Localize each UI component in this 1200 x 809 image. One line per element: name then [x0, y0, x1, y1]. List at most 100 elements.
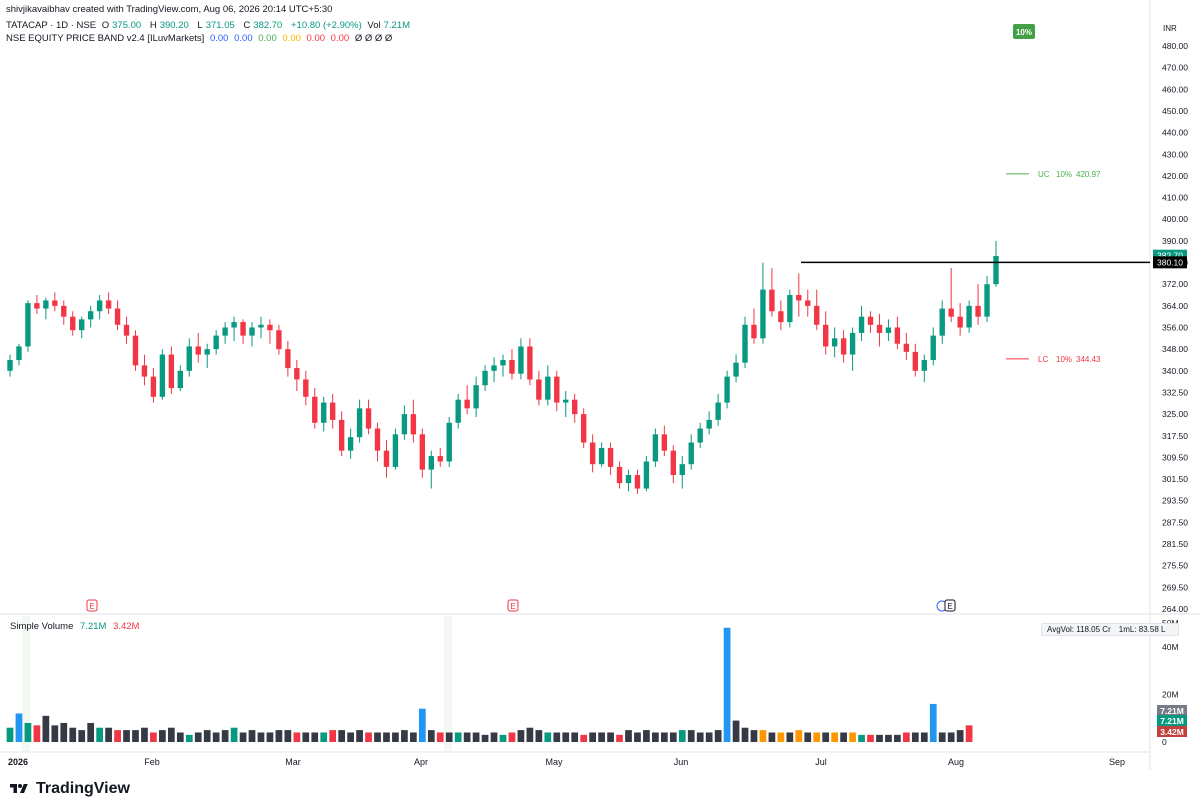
- volume-bar[interactable]: [553, 732, 561, 742]
- volume-bar[interactable]: [248, 730, 256, 742]
- candle-body[interactable]: [321, 402, 327, 423]
- candle-body[interactable]: [518, 346, 524, 374]
- candle-body[interactable]: [679, 464, 685, 476]
- candle-body[interactable]: [7, 359, 13, 371]
- volume-bar[interactable]: [840, 732, 847, 742]
- candle-body[interactable]: [572, 399, 578, 415]
- volume-bar[interactable]: [714, 730, 722, 742]
- volume-bar[interactable]: [750, 730, 758, 742]
- volume-bar[interactable]: [365, 732, 372, 742]
- volume-bar[interactable]: [338, 730, 346, 742]
- volume-bar[interactable]: [266, 732, 274, 742]
- candle-body[interactable]: [975, 305, 981, 317]
- candle-body[interactable]: [876, 324, 883, 333]
- candle-body[interactable]: [697, 428, 703, 443]
- volume-bar[interactable]: [741, 727, 749, 742]
- candle-body[interactable]: [643, 461, 650, 489]
- candle-body[interactable]: [634, 475, 641, 489]
- earnings-marker[interactable]: [86, 599, 98, 612]
- candle-body[interactable]: [939, 308, 945, 336]
- candle-body[interactable]: [966, 305, 972, 328]
- volume-bar[interactable]: [885, 734, 892, 742]
- candle-body[interactable]: [500, 359, 506, 366]
- candle-body[interactable]: [141, 365, 148, 377]
- volume-bar[interactable]: [203, 730, 211, 742]
- candle-body[interactable]: [670, 450, 676, 476]
- candle-body[interactable]: [374, 428, 381, 451]
- candle-body[interactable]: [177, 370, 183, 389]
- volume-bar[interactable]: [15, 713, 23, 742]
- candle-body[interactable]: [509, 359, 515, 374]
- volume-bar[interactable]: [831, 732, 839, 742]
- volume-bar[interactable]: [643, 730, 650, 742]
- volume-bar[interactable]: [436, 732, 444, 742]
- volume-bar[interactable]: [849, 732, 856, 742]
- candle-body[interactable]: [455, 399, 461, 423]
- candle-body[interactable]: [330, 402, 336, 420]
- candle-body[interactable]: [87, 311, 94, 320]
- candle-body[interactable]: [25, 303, 31, 347]
- candle-body[interactable]: [231, 322, 237, 328]
- candle-body[interactable]: [159, 354, 166, 397]
- volume-bar[interactable]: [481, 734, 489, 742]
- volume-bar[interactable]: [123, 730, 130, 742]
- volume-bar[interactable]: [929, 703, 937, 742]
- candle-body[interactable]: [482, 370, 488, 386]
- candle-body[interactable]: [43, 300, 49, 309]
- volume-bar[interactable]: [347, 732, 354, 742]
- volume-bar[interactable]: [51, 725, 59, 742]
- candle-body[interactable]: [688, 442, 694, 465]
- volume-bar[interactable]: [965, 725, 973, 742]
- volume-bar[interactable]: [938, 732, 946, 742]
- candle-body[interactable]: [554, 376, 560, 403]
- candle-body[interactable]: [437, 456, 443, 462]
- volume-bar[interactable]: [284, 730, 292, 742]
- volume-bar[interactable]: [383, 732, 390, 742]
- volume-bar[interactable]: [858, 734, 865, 742]
- volume-bar[interactable]: [132, 730, 139, 742]
- candle-body[interactable]: [249, 327, 255, 336]
- candle-body[interactable]: [796, 295, 802, 301]
- candle-body[interactable]: [79, 319, 85, 331]
- volume-bar[interactable]: [418, 708, 426, 742]
- volume-bar[interactable]: [517, 730, 525, 742]
- volume-bar[interactable]: [903, 732, 910, 742]
- volume-bar[interactable]: [445, 732, 453, 742]
- volume-bar[interactable]: [401, 730, 408, 742]
- candle-body[interactable]: [52, 300, 58, 306]
- candle-body[interactable]: [401, 414, 408, 435]
- candle-body[interactable]: [840, 338, 847, 355]
- volume-bar[interactable]: [768, 732, 776, 742]
- volume-bar[interactable]: [141, 727, 148, 742]
- volume-bar[interactable]: [230, 727, 238, 742]
- candle-body[interactable]: [168, 354, 175, 389]
- candle-body[interactable]: [984, 284, 990, 317]
- volume-bar[interactable]: [625, 730, 632, 742]
- volume-bar[interactable]: [616, 734, 623, 742]
- candle-body[interactable]: [70, 316, 76, 331]
- candle-body[interactable]: [733, 362, 739, 377]
- volume-bar[interactable]: [562, 732, 570, 742]
- volume-bar[interactable]: [732, 720, 740, 742]
- volume-bar[interactable]: [293, 732, 301, 742]
- candle-body[interactable]: [625, 475, 632, 484]
- candle-body[interactable]: [186, 346, 192, 371]
- volume-bar[interactable]: [669, 732, 677, 742]
- volume-bar[interactable]: [804, 732, 812, 742]
- volume-bar[interactable]: [822, 732, 830, 742]
- volume-bar[interactable]: [705, 732, 713, 742]
- candle-body[interactable]: [356, 408, 363, 438]
- volume-bar[interactable]: [167, 727, 175, 742]
- candle-body[interactable]: [921, 359, 927, 371]
- volume-bar[interactable]: [508, 732, 516, 742]
- volume-bar[interactable]: [723, 627, 731, 742]
- candle-body[interactable]: [948, 308, 954, 317]
- volume-bar[interactable]: [867, 734, 874, 742]
- volume-bar[interactable]: [221, 730, 229, 742]
- candle-body[interactable]: [894, 327, 901, 344]
- volume-bar[interactable]: [78, 730, 86, 742]
- candle-body[interactable]: [195, 346, 201, 355]
- candle-body[interactable]: [123, 324, 130, 336]
- volume-title[interactable]: Simple Volume: [10, 621, 74, 632]
- candle-body[interactable]: [993, 256, 999, 285]
